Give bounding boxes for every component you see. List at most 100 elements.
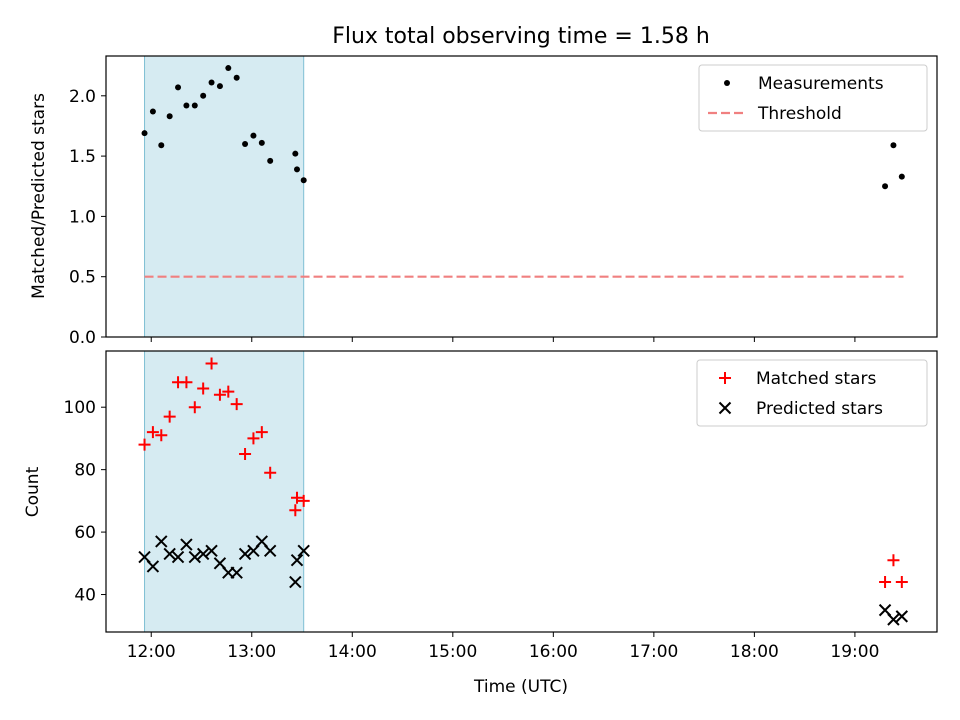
x-tick-label: 19:00	[830, 642, 879, 662]
matched-stars-point	[230, 398, 243, 411]
matched-stars-point	[222, 385, 235, 398]
matched-stars-point	[289, 504, 302, 517]
x-tick-label: 13:00	[227, 642, 276, 662]
matched-stars-point	[155, 429, 168, 442]
measurement-point	[200, 92, 207, 99]
x-tick-label: 16:00	[529, 642, 578, 662]
predicted-stars-point	[146, 560, 160, 573]
predicted-stars-point	[289, 575, 302, 589]
legend-predicted-swatch	[718, 401, 732, 415]
legend-measurements-swatch	[724, 80, 730, 86]
predicted-stars-point	[297, 544, 310, 558]
measurement-point	[166, 113, 173, 120]
measurement-point	[250, 132, 257, 139]
measurement-point	[882, 183, 889, 190]
axes-frame	[105, 55, 938, 338]
matched-stars-point	[297, 494, 310, 507]
measurement-point	[208, 79, 215, 86]
matched-stars-point	[197, 382, 210, 395]
measurement-point	[292, 150, 299, 157]
y-tick-label: 100	[64, 398, 96, 418]
x-tick-label: 17:00	[629, 642, 678, 662]
matched-stars-point	[180, 376, 193, 389]
predicted-stars-point	[205, 544, 218, 558]
legend-entry-label: Threshold	[757, 104, 842, 124]
x-tick-label: 12:00	[127, 642, 176, 662]
measurement-point	[898, 173, 905, 180]
legend-box	[698, 64, 928, 132]
y-tick-label: 0.5	[69, 268, 96, 288]
measurement-point	[141, 130, 148, 137]
matched-stars-point	[163, 410, 176, 423]
series-predicted-stars	[138, 535, 909, 626]
observing-window-band	[144, 350, 305, 633]
matched-stars-point	[895, 576, 908, 589]
observing-window-band	[144, 55, 305, 338]
top-y-axis-label: Matched/Predicted stars	[29, 93, 49, 299]
measurement-point	[267, 157, 274, 164]
predicted-stars-point	[887, 613, 900, 626]
series-matched-stars	[138, 357, 908, 589]
matched-stars-point	[146, 426, 159, 439]
measurement-point	[890, 142, 897, 149]
legend-entry-label: Predicted stars	[756, 399, 883, 419]
matched-stars-point	[138, 438, 151, 451]
bottom-panel: 40 60 80 100 12:00 13:00 14:00 15:00 16:00 17:00 1…	[64, 350, 938, 662]
series-measurements	[141, 65, 905, 190]
predicted-stars-point	[895, 610, 909, 623]
matched-stars-point	[879, 576, 892, 589]
measurement-point	[300, 177, 307, 184]
y-tick-label: 0.0	[69, 328, 96, 348]
x-axis-label: Time (UTC)	[473, 677, 568, 697]
matched-stars-point	[255, 426, 268, 439]
predicted-stars-point	[263, 544, 277, 558]
matched-stars-point	[264, 466, 277, 479]
measurement-point	[158, 142, 165, 149]
y-tick-label: 40	[74, 586, 96, 606]
matched-stars-point	[290, 491, 303, 504]
y-tick-label: 60	[74, 523, 96, 543]
measurement-point	[242, 141, 249, 148]
matched-stars-point	[205, 357, 218, 370]
matched-stars-point	[213, 388, 226, 401]
measurement-point	[293, 166, 300, 173]
legend-box	[696, 359, 928, 427]
measurement-point	[175, 84, 182, 91]
x-tick-label: 14:00	[328, 642, 377, 662]
predicted-stars-point	[163, 547, 176, 561]
matched-stars-point	[887, 554, 900, 567]
predicted-stars-point	[188, 550, 202, 564]
bottom-y-axis-label: Count	[23, 466, 43, 517]
x-tick-label: 15:00	[428, 642, 477, 662]
predicted-stars-point	[238, 547, 252, 561]
measurement-point	[233, 74, 240, 81]
chart-title: Flux total observing time = 1.58 h	[332, 24, 710, 49]
predicted-stars-point	[230, 566, 243, 579]
predicted-stars-point	[196, 547, 210, 561]
y-tick-label: 1.5	[69, 147, 96, 167]
matched-stars-point	[247, 432, 260, 445]
measurement-point	[191, 102, 198, 109]
measurement-point	[183, 102, 190, 109]
y-tick-label: 80	[74, 461, 96, 481]
matched-stars-point	[188, 401, 201, 414]
predicted-stars-point	[171, 550, 185, 564]
legend-entry-label: Measurements	[758, 74, 884, 94]
predicted-stars-point	[290, 553, 304, 567]
x-tick-label: 18:00	[730, 642, 779, 662]
axes-frame	[105, 350, 938, 633]
top-panel: 0.0 0.5 1.0 1.5 2.0 Measurements Threshold	[69, 55, 938, 348]
y-tick-label: 1.0	[69, 207, 96, 227]
matched-stars-point	[239, 448, 252, 461]
predicted-stars-point	[155, 535, 168, 548]
legend: Measurements Threshold	[698, 64, 928, 132]
measurement-point	[149, 108, 156, 115]
legend-matched-swatch	[719, 372, 731, 384]
measurement-point	[216, 83, 223, 90]
measurement-point	[258, 139, 265, 146]
y-tick-label: 2.0	[69, 87, 96, 107]
legend: Matched stars Predicted stars	[696, 359, 928, 427]
measurement-point	[225, 65, 232, 72]
legend-entry-label: Matched stars	[756, 369, 876, 389]
